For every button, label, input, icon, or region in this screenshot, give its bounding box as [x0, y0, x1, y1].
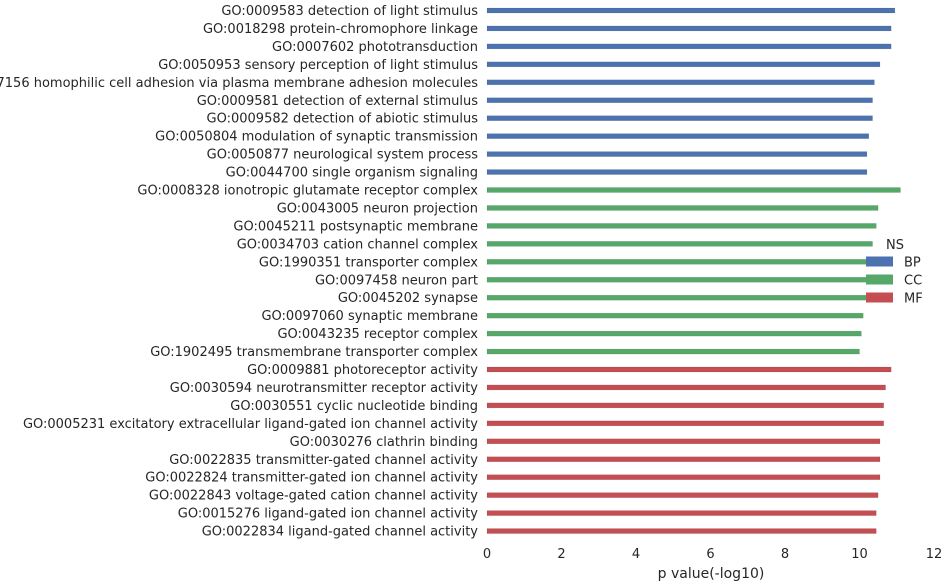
bar-mf [486, 402, 884, 409]
legend-swatch-bp [866, 256, 893, 267]
x-tick-label: 10 [851, 547, 868, 562]
category-label: GO:0050877 neurological system process [207, 148, 479, 163]
bar-bp [486, 169, 868, 175]
bar-cc [486, 205, 879, 211]
bar-mf [486, 510, 877, 516]
bar-mf [486, 366, 892, 373]
category-label: GO:0009881 photoreceptor activity [247, 363, 478, 378]
bar-cc [486, 259, 871, 265]
category-labels: GO:0009583 detection of light stimulus GO… [0, 4, 478, 540]
category-label: GO:0022824 transmitter-gated ion channel… [145, 471, 478, 486]
bar-mf [486, 528, 877, 534]
bar-cc [486, 241, 873, 247]
category-label: GO:0005231 excitatory extracellular liga… [23, 417, 478, 432]
bar-bp [486, 151, 868, 157]
bar-bp [486, 7, 896, 14]
category-label: GO:0022834 ligand-gated channel activity [202, 525, 479, 540]
category-label: GO:0030551 cyclic nucleotide binding [230, 399, 478, 414]
x-tick-label: 2 [557, 547, 565, 562]
category-label: GO:0097060 synaptic membrane [261, 309, 478, 324]
legend-label-mf: MF [904, 292, 923, 307]
category-label: GO:0045211 postsynaptic membrane [233, 219, 478, 234]
category-label: GO:0015276 ligand-gated ion channel acti… [178, 507, 479, 522]
legend-swatch-mf [866, 292, 893, 303]
category-label: GO:0044700 single organism signaling [226, 166, 478, 181]
category-label: GO:1902495 transmembrane transporter com… [150, 345, 478, 360]
x-axis-title: p value(-log10) [658, 566, 765, 582]
category-label: GO:0008328 ionotropic glutamate receptor… [137, 184, 478, 199]
bar-mf [486, 420, 884, 427]
x-tick-label: 12 [926, 547, 943, 562]
category-label: GO:0009581 detection of external stimulu… [197, 94, 479, 109]
x-tick-label: 4 [632, 547, 640, 562]
category-label: GO:0009583 detection of light stimulus [221, 4, 478, 19]
bar-cc [486, 187, 901, 193]
category-label: GO:0034703 cation channel complex [237, 237, 479, 252]
bars-layer [486, 7, 901, 534]
category-label: GO:0043005 neuron projection [277, 201, 478, 216]
legend-swatch-cc [866, 274, 893, 285]
category-label: GO:0022843 voltage-gated cation channel … [149, 489, 478, 504]
bar-cc [486, 312, 864, 319]
bar-bp [486, 115, 873, 121]
category-label: GO:0018298 protein-chromophore linkage [203, 22, 478, 37]
bar-cc [486, 294, 868, 301]
legend-title: NS [886, 238, 904, 253]
bar-mf [486, 384, 886, 391]
bar-bp [486, 25, 892, 32]
x-tick-label: 8 [781, 547, 789, 562]
bar-mf [486, 474, 881, 480]
bar-bp [486, 79, 875, 86]
category-label: GO:0050953 sensory perception of light s… [158, 58, 478, 73]
bar-cc [486, 330, 862, 337]
category-label: GO:1990351 transporter complex [259, 255, 478, 270]
legend: NS BP CC MF [866, 238, 923, 307]
bar-bp [486, 133, 870, 139]
category-label: GO:0030594 neurotransmitter receptor act… [170, 381, 479, 396]
category-label: GO:0043235 receptor complex [277, 327, 478, 342]
bar-bp [486, 43, 892, 50]
x-axis-ticks: 0 2 4 6 8 10 12 [483, 547, 942, 562]
category-label: GO:0030276 clathrin binding [290, 435, 478, 450]
bar-mf [486, 438, 881, 445]
legend-label-bp: BP [904, 256, 921, 271]
category-label: GO:0097458 neuron part [315, 273, 478, 288]
bar-bp [486, 97, 873, 103]
category-label: GO:0045202 synapse [338, 291, 478, 306]
bar-cc [486, 277, 870, 283]
x-tick-label: 0 [483, 547, 491, 562]
category-label: GO:0007602 phototransduction [272, 40, 478, 55]
bar-mf [486, 492, 879, 498]
bar-cc [486, 223, 877, 229]
bar-cc [486, 348, 860, 355]
x-tick-label: 6 [706, 547, 714, 562]
category-label: GO:0009582 detection of abiotic stimulus [207, 112, 479, 127]
category-label: GO:0050804 modulation of synaptic transm… [155, 130, 478, 145]
category-label: GO:0007156 homophilic cell adhesion via … [0, 76, 478, 91]
category-label: GO:0022835 transmitter-gated channel act… [169, 453, 478, 468]
legend-label-cc: CC [904, 274, 922, 289]
bar-mf [486, 456, 881, 462]
bar-bp [486, 61, 881, 68]
